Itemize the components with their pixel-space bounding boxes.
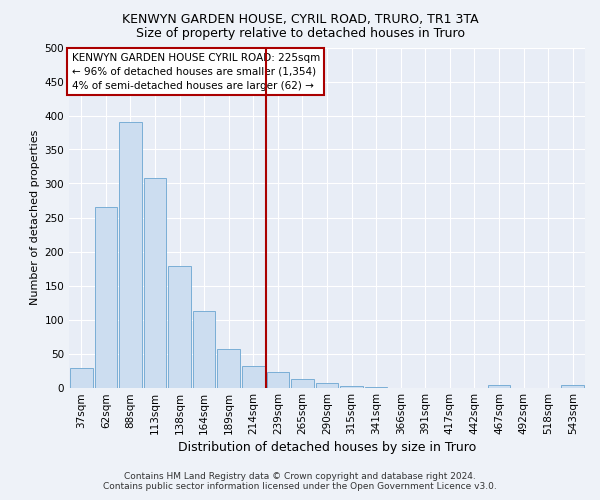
- Bar: [168, 266, 191, 388]
- Bar: [242, 366, 265, 388]
- Bar: [95, 208, 117, 388]
- Text: Contains HM Land Registry data © Crown copyright and database right 2024.
Contai: Contains HM Land Registry data © Crown c…: [103, 472, 497, 491]
- Y-axis label: Number of detached properties: Number of detached properties: [30, 130, 40, 305]
- Bar: [217, 348, 240, 388]
- Bar: [143, 178, 166, 388]
- Bar: [340, 386, 363, 388]
- Text: KENWYN GARDEN HOUSE, CYRIL ROAD, TRURO, TR1 3TA: KENWYN GARDEN HOUSE, CYRIL ROAD, TRURO, …: [122, 12, 478, 26]
- Bar: [562, 386, 584, 388]
- Bar: [316, 384, 338, 388]
- Bar: [365, 387, 388, 388]
- Text: Size of property relative to detached houses in Truro: Size of property relative to detached ho…: [136, 28, 464, 40]
- Bar: [291, 380, 314, 388]
- Bar: [119, 122, 142, 388]
- Bar: [193, 310, 215, 388]
- Bar: [70, 368, 92, 388]
- Bar: [266, 372, 289, 388]
- X-axis label: Distribution of detached houses by size in Truro: Distribution of detached houses by size …: [178, 442, 476, 454]
- Text: KENWYN GARDEN HOUSE CYRIL ROAD: 225sqm
← 96% of detached houses are smaller (1,3: KENWYN GARDEN HOUSE CYRIL ROAD: 225sqm ←…: [71, 52, 320, 90]
- Bar: [488, 385, 511, 388]
